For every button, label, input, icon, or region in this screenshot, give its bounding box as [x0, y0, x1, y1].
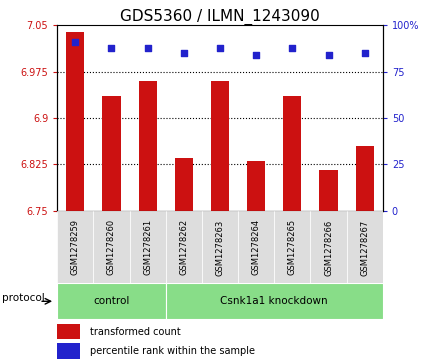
- FancyBboxPatch shape: [274, 211, 311, 283]
- Bar: [103, 97, 121, 211]
- Bar: [356, 146, 374, 211]
- Bar: [66, 32, 84, 211]
- FancyBboxPatch shape: [166, 211, 202, 283]
- FancyBboxPatch shape: [347, 211, 383, 283]
- Point: [289, 45, 296, 50]
- Bar: [283, 97, 301, 211]
- Point: [216, 45, 224, 50]
- Point: [108, 45, 115, 50]
- Text: GSM1278262: GSM1278262: [180, 219, 188, 276]
- Text: GSM1278264: GSM1278264: [252, 219, 260, 276]
- Bar: [247, 161, 265, 211]
- Point: [325, 52, 332, 58]
- FancyBboxPatch shape: [57, 283, 166, 319]
- Text: protocol: protocol: [2, 293, 45, 303]
- Title: GDS5360 / ILMN_1243090: GDS5360 / ILMN_1243090: [120, 9, 320, 25]
- FancyBboxPatch shape: [238, 211, 274, 283]
- Bar: [211, 81, 229, 211]
- Bar: [319, 170, 337, 211]
- Text: Csnk1a1 knockdown: Csnk1a1 knockdown: [220, 296, 328, 306]
- FancyBboxPatch shape: [166, 283, 383, 319]
- Bar: [57, 324, 80, 339]
- Point: [144, 45, 151, 50]
- Bar: [139, 81, 157, 211]
- Text: GSM1278266: GSM1278266: [324, 219, 333, 276]
- FancyBboxPatch shape: [93, 211, 129, 283]
- Text: control: control: [93, 296, 130, 306]
- Text: GSM1278261: GSM1278261: [143, 219, 152, 276]
- Text: GSM1278263: GSM1278263: [216, 219, 224, 276]
- FancyBboxPatch shape: [311, 211, 347, 283]
- Bar: [57, 343, 80, 359]
- Text: GSM1278267: GSM1278267: [360, 219, 369, 276]
- Text: transformed count: transformed count: [90, 327, 180, 337]
- Point: [253, 52, 260, 58]
- Point: [180, 50, 187, 56]
- FancyBboxPatch shape: [57, 211, 93, 283]
- Point: [361, 50, 368, 56]
- Text: GSM1278260: GSM1278260: [107, 219, 116, 276]
- Text: percentile rank within the sample: percentile rank within the sample: [90, 346, 255, 356]
- Text: GSM1278265: GSM1278265: [288, 219, 297, 276]
- Bar: [175, 158, 193, 211]
- FancyBboxPatch shape: [129, 211, 166, 283]
- Point: [72, 39, 79, 45]
- FancyBboxPatch shape: [202, 211, 238, 283]
- Text: GSM1278259: GSM1278259: [71, 219, 80, 275]
